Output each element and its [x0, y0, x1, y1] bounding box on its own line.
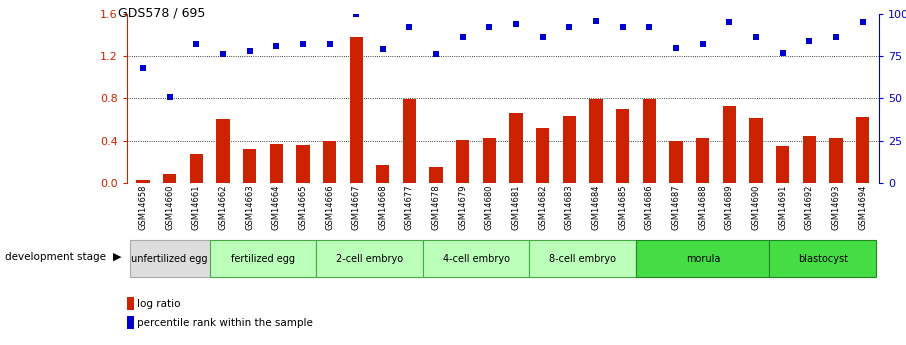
- Point: [776, 50, 790, 56]
- Bar: [643, 99, 656, 183]
- Point: [482, 24, 496, 30]
- Bar: [563, 116, 576, 183]
- Bar: [127, 316, 134, 329]
- Text: log ratio: log ratio: [138, 299, 181, 309]
- Bar: [483, 138, 496, 183]
- Bar: [536, 128, 550, 183]
- Bar: [423, 240, 529, 277]
- Text: 8-cell embryo: 8-cell embryo: [549, 254, 616, 264]
- Text: 2-cell embryo: 2-cell embryo: [336, 254, 403, 264]
- Point: [216, 52, 230, 57]
- Text: ▶: ▶: [113, 252, 121, 262]
- Bar: [590, 99, 602, 183]
- Point: [456, 35, 470, 40]
- Text: percentile rank within the sample: percentile rank within the sample: [138, 318, 313, 328]
- Bar: [769, 240, 876, 277]
- Bar: [723, 106, 737, 183]
- Bar: [616, 109, 630, 183]
- Point: [509, 21, 524, 27]
- Bar: [670, 141, 683, 183]
- Text: blastocyst: blastocyst: [798, 254, 848, 264]
- Bar: [376, 165, 390, 183]
- Point: [722, 19, 737, 25]
- Bar: [163, 175, 176, 183]
- Bar: [296, 145, 310, 183]
- Bar: [316, 240, 423, 277]
- Bar: [403, 99, 416, 183]
- Point: [535, 35, 550, 40]
- Point: [349, 11, 363, 17]
- Bar: [217, 119, 229, 183]
- Point: [269, 43, 284, 49]
- Point: [189, 41, 204, 47]
- Bar: [509, 113, 523, 183]
- Bar: [209, 240, 316, 277]
- Point: [162, 94, 177, 99]
- Bar: [803, 136, 816, 183]
- Bar: [323, 141, 336, 183]
- Text: GDS578 / 695: GDS578 / 695: [118, 7, 205, 20]
- Text: 4-cell embryo: 4-cell embryo: [443, 254, 510, 264]
- Point: [829, 35, 843, 40]
- Text: unfertilized egg: unfertilized egg: [131, 254, 207, 264]
- Bar: [830, 138, 843, 183]
- Bar: [127, 297, 134, 310]
- Point: [749, 35, 764, 40]
- Point: [242, 48, 256, 54]
- Point: [696, 41, 710, 47]
- Text: fertilized egg: fertilized egg: [231, 254, 294, 264]
- Point: [136, 65, 150, 71]
- Bar: [749, 118, 763, 183]
- Point: [615, 24, 630, 30]
- Bar: [856, 117, 870, 183]
- Bar: [636, 240, 769, 277]
- Text: morula: morula: [686, 254, 720, 264]
- Point: [429, 52, 443, 57]
- Point: [669, 45, 683, 50]
- Bar: [136, 180, 149, 183]
- Point: [376, 47, 390, 52]
- Point: [323, 41, 337, 47]
- Point: [589, 18, 603, 23]
- Bar: [130, 240, 209, 277]
- Bar: [529, 240, 636, 277]
- Point: [802, 38, 816, 43]
- Bar: [189, 154, 203, 183]
- Bar: [243, 149, 256, 183]
- Text: development stage: development stage: [5, 252, 105, 262]
- Point: [295, 41, 310, 47]
- Point: [855, 19, 870, 25]
- Point: [642, 24, 657, 30]
- Point: [563, 24, 577, 30]
- Point: [402, 24, 417, 30]
- Bar: [429, 167, 443, 183]
- Bar: [456, 139, 469, 183]
- Bar: [269, 144, 283, 183]
- Bar: [776, 146, 789, 183]
- Bar: [696, 138, 709, 183]
- Bar: [350, 37, 362, 183]
